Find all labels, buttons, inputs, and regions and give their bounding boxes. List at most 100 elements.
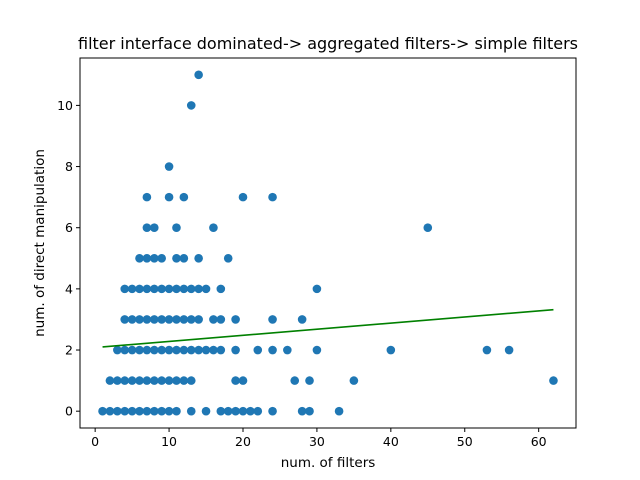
scatter-point xyxy=(157,406,166,416)
scatter-point xyxy=(423,223,433,233)
scatter-point xyxy=(113,376,122,385)
scatter-point xyxy=(172,345,181,355)
scatter-point xyxy=(127,345,137,355)
scatter-point xyxy=(312,345,322,355)
scatter-point xyxy=(201,406,211,416)
scatter-point xyxy=(120,315,130,324)
scatter-point xyxy=(549,376,558,385)
scatter-point xyxy=(334,406,344,416)
scatter-point xyxy=(186,345,196,355)
scatter-point xyxy=(194,345,203,355)
scatter-point xyxy=(194,284,203,294)
scatter-point xyxy=(179,284,189,294)
scatter-point xyxy=(386,345,396,355)
scatter-point xyxy=(157,284,166,294)
scatter-point xyxy=(238,192,248,202)
scatter-point xyxy=(172,284,181,294)
y-tick-label: 2 xyxy=(65,343,73,358)
scatter-point xyxy=(164,162,174,171)
y-tick-label: 0 xyxy=(65,404,73,419)
y-tick-label: 8 xyxy=(65,159,73,174)
scatter-point xyxy=(186,101,196,110)
scatter-point xyxy=(172,253,181,263)
scatter-point xyxy=(349,376,359,385)
scatter-point xyxy=(98,406,107,416)
scatter-point xyxy=(105,406,115,416)
scatter-point xyxy=(186,376,196,385)
scatter-point xyxy=(231,406,240,416)
scatter-point xyxy=(149,284,159,294)
scatter-point xyxy=(172,315,181,324)
scatter-point xyxy=(186,315,196,324)
scatter-point xyxy=(142,223,152,233)
scatter-point xyxy=(157,253,166,263)
scatter-point xyxy=(135,315,144,324)
scatter-point xyxy=(238,406,248,416)
scatter-point xyxy=(172,406,181,416)
plot-area-frame xyxy=(79,57,577,429)
trend-line xyxy=(102,308,554,348)
scatter-point xyxy=(186,284,196,294)
scatter-point xyxy=(149,406,159,416)
scatter-point xyxy=(209,315,218,324)
scatter-point xyxy=(142,406,152,416)
x-tick-label: 20 xyxy=(235,434,251,449)
scatter-point xyxy=(172,223,181,233)
x-tick-label: 40 xyxy=(383,434,399,449)
scatter-point xyxy=(164,345,174,355)
scatter-point xyxy=(216,406,226,416)
scatter-point xyxy=(127,284,137,294)
scatter-point xyxy=(231,315,240,324)
scatter-point xyxy=(268,192,277,202)
scatter-point xyxy=(164,376,174,385)
chart-title: filter interface dominated-> aggregated … xyxy=(78,34,578,53)
scatter-point xyxy=(142,345,152,355)
scatter-point xyxy=(157,315,166,324)
scatter-point xyxy=(172,376,181,385)
scatter-point xyxy=(149,376,159,385)
x-tick-label: 0 xyxy=(91,434,99,449)
scatter-point xyxy=(157,345,166,355)
scatter-point xyxy=(113,406,122,416)
x-tick-label: 60 xyxy=(531,434,547,449)
y-axis: 0 2 4 6 8 10 xyxy=(57,98,80,419)
scatter-point xyxy=(142,315,152,324)
scatter-point xyxy=(135,406,144,416)
scatter-point xyxy=(135,345,144,355)
scatter-point xyxy=(142,192,152,202)
scatter-point xyxy=(179,315,189,324)
scatter-point xyxy=(194,315,203,324)
scatter-point xyxy=(164,284,174,294)
scatter-point xyxy=(157,376,166,385)
scatter-point xyxy=(149,345,159,355)
scatter-point xyxy=(127,315,137,324)
scatter-point xyxy=(164,406,174,416)
scatter-point xyxy=(135,253,144,263)
scatter-point xyxy=(113,345,122,355)
scatter-point xyxy=(164,315,174,324)
scatter-point xyxy=(246,406,255,416)
scatter-point xyxy=(201,284,211,294)
scatter-point xyxy=(223,406,233,416)
scatter-point xyxy=(482,345,492,355)
scatter-point xyxy=(142,376,152,385)
scatter-point xyxy=(149,253,159,263)
scatter-point xyxy=(231,376,240,385)
y-tick-label: 4 xyxy=(65,281,73,296)
x-tick-label: 50 xyxy=(457,434,473,449)
scatter-point xyxy=(120,284,130,294)
scatter-point xyxy=(209,345,218,355)
y-tick-label: 6 xyxy=(65,220,73,235)
scatter-point xyxy=(216,315,226,324)
scatter-point xyxy=(179,192,189,202)
scatter-point xyxy=(216,284,226,294)
scatter-point xyxy=(142,253,152,263)
scatter-point xyxy=(164,192,174,202)
scatter-point xyxy=(231,345,240,355)
scatter-point xyxy=(179,253,189,263)
trend-layer xyxy=(102,308,554,348)
scatter-point xyxy=(297,315,307,324)
x-tick-label: 10 xyxy=(161,434,177,449)
scatter-point xyxy=(127,376,137,385)
scatter-point xyxy=(120,345,130,355)
